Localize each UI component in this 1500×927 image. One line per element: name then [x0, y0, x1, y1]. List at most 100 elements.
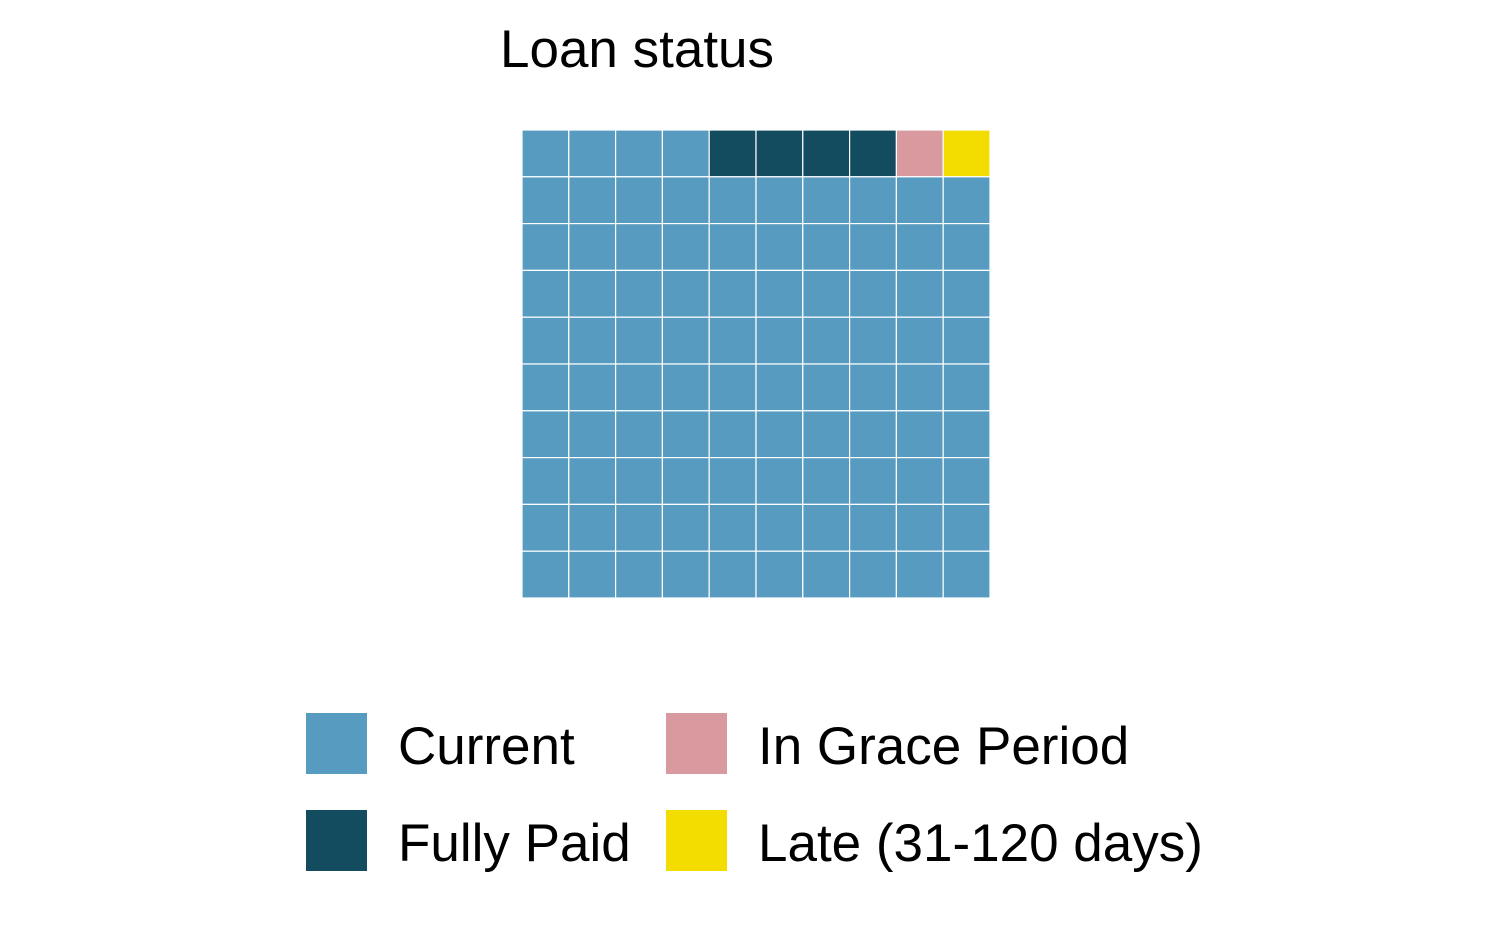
waffle-cell-current: [942, 503, 991, 552]
waffle-cell-current: [848, 550, 897, 599]
waffle-cell-current: [614, 316, 663, 365]
waffle-cell-late-31-120-days: [942, 129, 991, 178]
waffle-cell-current: [614, 550, 663, 599]
waffle-cell-current: [521, 129, 570, 178]
waffle-cell-current: [895, 223, 944, 272]
waffle-cell-current: [521, 550, 570, 599]
waffle-cell-current: [895, 316, 944, 365]
legend-swatch-fully-paid: [306, 810, 367, 871]
waffle-cell-current: [848, 503, 897, 552]
waffle-cell-current: [521, 176, 570, 225]
waffle-cell-current: [614, 363, 663, 412]
waffle-cell-current: [708, 176, 757, 225]
waffle-cell-current: [614, 503, 663, 552]
waffle-cell-current: [521, 457, 570, 506]
waffle-cell-current: [848, 269, 897, 318]
waffle-cell-current: [568, 457, 617, 506]
waffle-cell-current: [942, 410, 991, 459]
waffle-cell-current: [661, 223, 710, 272]
waffle-cell-current: [614, 410, 663, 459]
waffle-cell-current: [661, 550, 710, 599]
waffle-cell-current: [521, 316, 570, 365]
waffle-cell-current: [614, 269, 663, 318]
waffle-cell-current: [942, 363, 991, 412]
waffle-cell-current: [802, 457, 851, 506]
legend-item-late: Late (31-120 days): [666, 810, 1203, 873]
waffle-cell-current: [848, 363, 897, 412]
legend-swatch-late: [666, 810, 727, 871]
waffle-cell-current: [661, 410, 710, 459]
waffle-cell-current: [521, 363, 570, 412]
waffle-cell-current: [755, 503, 804, 552]
waffle-cell-current: [708, 223, 757, 272]
waffle-cell-current: [661, 129, 710, 178]
waffle-cell-current: [568, 503, 617, 552]
waffle-cell-current: [708, 316, 757, 365]
waffle-cell-current: [708, 410, 757, 459]
waffle-cell-current: [521, 269, 570, 318]
waffle-cell-current: [661, 457, 710, 506]
waffle-cell-current: [568, 176, 617, 225]
waffle-cell-current: [895, 503, 944, 552]
waffle-grid: [521, 129, 991, 599]
waffle-cell-current: [521, 223, 570, 272]
chart-title: Loan status: [500, 20, 774, 79]
waffle-cell-current: [755, 269, 804, 318]
waffle-cell-current: [755, 410, 804, 459]
waffle-cell-current: [708, 363, 757, 412]
waffle-cell-current: [661, 363, 710, 412]
waffle-cell-current: [848, 457, 897, 506]
waffle-cell-current: [802, 503, 851, 552]
waffle-cell-current: [895, 176, 944, 225]
waffle-cell-current: [614, 223, 663, 272]
waffle-cell-current: [848, 410, 897, 459]
waffle-cell-current: [895, 363, 944, 412]
waffle-cell-current: [848, 316, 897, 365]
waffle-cell-in-grace-period: [895, 129, 944, 178]
legend-swatch-in-grace-period: [666, 713, 727, 774]
waffle-cell-fully-paid: [755, 129, 804, 178]
waffle-cell-current: [755, 550, 804, 599]
legend-item-current: Current: [306, 713, 575, 776]
waffle-cell-current: [568, 223, 617, 272]
waffle-cell-current: [708, 503, 757, 552]
legend-item-in-grace-period: In Grace Period: [666, 713, 1129, 776]
waffle-cell-current: [568, 269, 617, 318]
waffle-cell-current: [755, 176, 804, 225]
waffle-cell-current: [661, 503, 710, 552]
waffle-cell-current: [661, 316, 710, 365]
waffle-cell-current: [755, 457, 804, 506]
waffle-cell-current: [661, 269, 710, 318]
waffle-cell-current: [614, 129, 663, 178]
waffle-cell-current: [848, 223, 897, 272]
waffle-cell-current: [708, 269, 757, 318]
waffle-cell-current: [802, 410, 851, 459]
waffle-cell-fully-paid: [802, 129, 851, 178]
waffle-cell-current: [568, 316, 617, 365]
waffle-cell-current: [708, 457, 757, 506]
waffle-cell-fully-paid: [848, 129, 897, 178]
legend-label-current: Current: [398, 717, 575, 776]
waffle-cell-current: [802, 176, 851, 225]
waffle-cell-current: [802, 363, 851, 412]
waffle-cell-current: [802, 550, 851, 599]
waffle-cell-current: [942, 316, 991, 365]
waffle-cell-current: [568, 363, 617, 412]
waffle-cell-current: [942, 457, 991, 506]
waffle-cell-current: [708, 550, 757, 599]
waffle-cell-current: [802, 316, 851, 365]
waffle-cell-current: [755, 316, 804, 365]
legend-label-late: Late (31-120 days): [758, 814, 1203, 873]
legend-item-fully-paid: Fully Paid: [306, 810, 631, 873]
waffle-cell-current: [568, 550, 617, 599]
legend-label-in-grace-period: In Grace Period: [758, 717, 1129, 776]
waffle-cell-current: [895, 550, 944, 599]
waffle-cell-current: [942, 176, 991, 225]
waffle-cell-current: [521, 503, 570, 552]
legend: Current In Grace Period Fully Paid Late …: [306, 713, 1203, 873]
waffle-cell-current: [895, 457, 944, 506]
waffle-cell-current: [568, 129, 617, 178]
waffle-cell-current: [942, 550, 991, 599]
waffle-cell-current: [895, 269, 944, 318]
